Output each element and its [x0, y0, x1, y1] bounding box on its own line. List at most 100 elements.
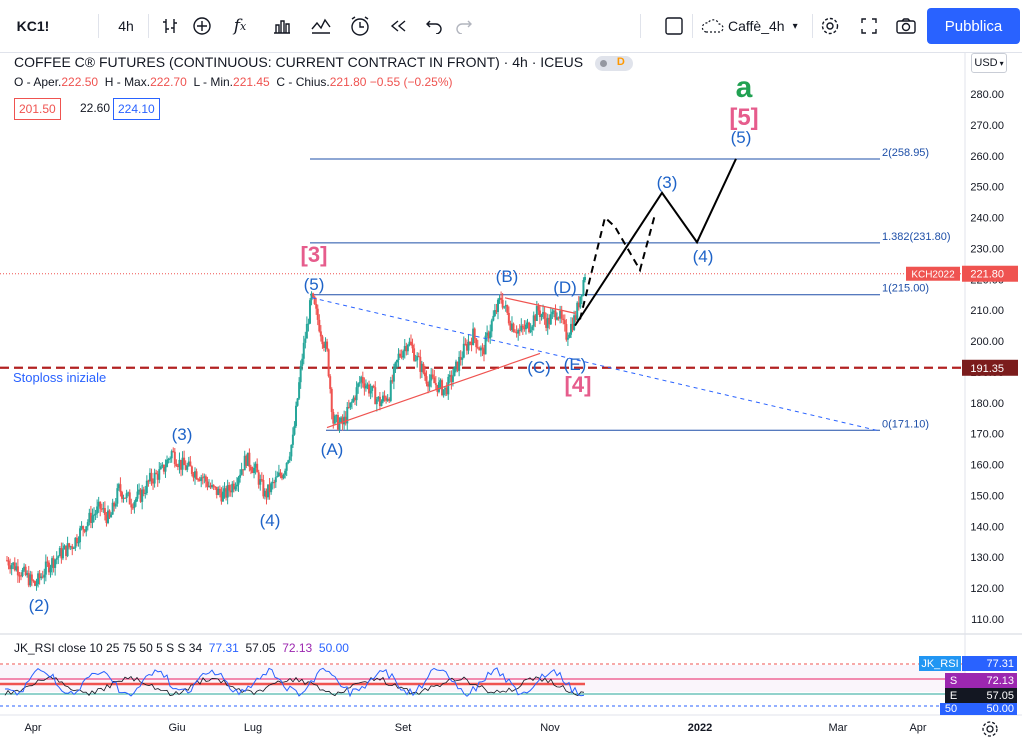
candle-body [350, 401, 353, 403]
candle-body [439, 380, 442, 383]
candle-body [514, 331, 517, 333]
price-tick-label: 200.00 [970, 336, 1004, 348]
settings-icon[interactable] [816, 12, 844, 40]
status-dot-icon [599, 59, 607, 67]
candle-body [212, 484, 215, 487]
candle-body [6, 560, 8, 562]
publish-button[interactable]: Pubblica [927, 8, 1020, 44]
candle-body [322, 344, 325, 348]
candle-body [456, 361, 459, 371]
symbol-search-button[interactable]: KC1! [16, 18, 50, 34]
wave-label: (B) [496, 267, 519, 286]
candle-body [298, 382, 301, 399]
candle-body [442, 389, 445, 396]
rsi-legend[interactable]: JK_RSI close 10 25 75 50 5 S S 34 77.31 … [14, 641, 349, 655]
candle-body [12, 562, 15, 566]
candle-body [299, 365, 302, 383]
currency-button[interactable]: USD ▾ [971, 53, 1007, 73]
fib-level-label: 1(215.00) [882, 283, 929, 295]
time-tick-label: Giu [168, 722, 185, 734]
candle-body [105, 514, 108, 523]
candle-body [358, 382, 361, 384]
candle-body [371, 385, 374, 391]
candle-body [127, 492, 130, 494]
candle-body [35, 584, 38, 586]
candle-body [100, 508, 103, 510]
candle-body [65, 545, 68, 556]
candle-body [394, 362, 397, 368]
candle-body [246, 452, 249, 466]
alert-icon[interactable] [345, 12, 375, 40]
candle-body [537, 306, 540, 311]
price-axis[interactable]: 110.00 120.00 130.00 140.00 150.00 160.00 170.… [970, 89, 1004, 626]
layout-name-button[interactable]: Caffè_4h ▾ [700, 12, 810, 40]
time-tick-label: Apr [24, 722, 41, 734]
price-tick-label: 230.00 [970, 243, 1004, 255]
candle-body [271, 482, 274, 484]
time-axis[interactable]: Apr Giu Lug Set Nov 2022 Mar Apr [24, 722, 926, 734]
candle-body [66, 543, 69, 556]
bar-style-icon[interactable] [156, 12, 184, 40]
candle-body [419, 356, 422, 372]
candle-body [23, 566, 26, 571]
candle-body [582, 280, 585, 295]
candle-body [41, 576, 44, 578]
interval-button[interactable]: 4h [118, 18, 134, 34]
undo-icon[interactable] [420, 12, 448, 40]
status-badge: D [594, 55, 633, 71]
candle-body [96, 506, 99, 514]
price-tick-label: 120.00 [970, 583, 1004, 595]
candle-body [409, 341, 412, 346]
fullscreen-icon[interactable] [855, 12, 883, 40]
indicators-icon[interactable] [188, 12, 216, 40]
candle-body [30, 574, 33, 581]
candle-body [531, 326, 534, 330]
rsi-pane[interactable] [0, 663, 965, 707]
candle-body [307, 323, 310, 325]
candle-body [158, 469, 161, 480]
wave-annotations[interactable]: (2) (3) (4) (5) (A) (B) (C) (D) (E) (3) (4) (5) [3] [… [29, 71, 879, 615]
compare-icon[interactable] [268, 12, 296, 40]
price-tick-label: 150.00 [970, 490, 1004, 502]
layout-square-icon[interactable] [660, 12, 688, 40]
candle-body [134, 498, 137, 502]
candle-body [26, 573, 29, 576]
candle-body [503, 306, 506, 308]
time-axis-settings-icon[interactable] [979, 718, 1001, 740]
stoploss-price-tag [962, 359, 1018, 376]
open-label: O - Aper. [14, 75, 62, 89]
candle-body [215, 486, 218, 495]
candle-body [465, 344, 468, 351]
chart-legend[interactable]: COFFEE C® FUTURES (CONTINUOUS: CURRENT C… [14, 54, 633, 71]
candle-body [57, 556, 60, 558]
sell-price-box[interactable]: 201.50 [14, 98, 61, 120]
candle-body [147, 480, 150, 482]
fibonacci-levels[interactable]: 2(258.95) 1.382(231.80) 1(215.00) 0(171.10)… [0, 147, 1018, 431]
rsi-e-tag: E [945, 688, 962, 703]
candle-body [571, 323, 574, 330]
candle-body [291, 434, 294, 445]
redo-icon[interactable] [450, 12, 478, 40]
candle-body [55, 557, 58, 560]
candle-body [148, 472, 151, 482]
candle-body [54, 559, 57, 568]
camera-icon[interactable] [892, 12, 920, 40]
rsi-fifty-value-tag: 50.00 [962, 703, 1017, 715]
candle-body [226, 485, 229, 498]
candle-body [500, 297, 503, 300]
candle-body [498, 297, 501, 300]
candle-body [459, 356, 462, 360]
buy-price-box[interactable]: 224.10 [113, 98, 160, 120]
candle-body [293, 425, 296, 435]
candle-body [573, 315, 576, 330]
candle-body [556, 317, 559, 320]
chevron-down-icon: ▾ [792, 20, 798, 32]
candle-body [392, 367, 395, 382]
candle-body [313, 296, 316, 305]
templates-icon[interactable] [306, 12, 336, 40]
replay-icon[interactable] [384, 12, 412, 40]
price-tick-label: 110.00 [971, 614, 1004, 626]
